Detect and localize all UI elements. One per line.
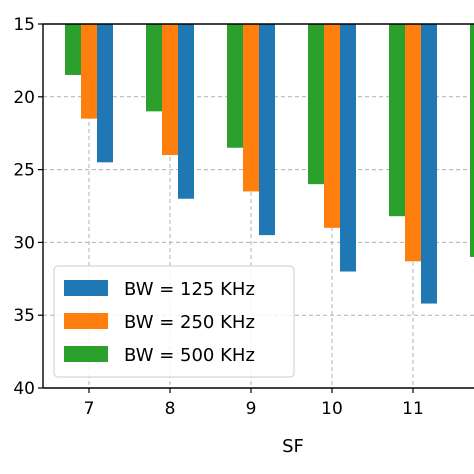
- y-tick-label: 40: [13, 379, 35, 399]
- bar: [227, 24, 243, 148]
- y-tick-label: 30: [13, 233, 35, 253]
- bar: [470, 24, 474, 257]
- bar: [81, 24, 97, 119]
- bar: [243, 24, 259, 192]
- bar: [162, 24, 178, 156]
- bar: [324, 24, 340, 228]
- bar: [259, 24, 275, 236]
- y-tick-label: 25: [13, 161, 35, 181]
- bar: [389, 24, 405, 217]
- bar: [340, 24, 356, 272]
- legend-swatch: [64, 313, 108, 329]
- legend-label: BW = 125 KHz: [124, 279, 255, 300]
- y-tick-label: 20: [13, 88, 35, 108]
- x-tick-label: 11: [402, 399, 424, 419]
- legend-swatch: [64, 280, 108, 296]
- axes: 152025303540789101112: [13, 15, 474, 419]
- bar: [405, 24, 421, 262]
- x-tick-label: 9: [246, 399, 257, 419]
- bar: [178, 24, 194, 199]
- y-tick-label: 15: [13, 15, 35, 35]
- bars: [65, 24, 474, 304]
- legend: BW = 125 KHz BW = 250 KHz BW = 500 KHz: [53, 265, 295, 378]
- legend-label: BW = 500 KHz: [124, 345, 255, 366]
- bar: [146, 24, 162, 112]
- bar: [65, 24, 81, 75]
- bar: [308, 24, 324, 185]
- legend-label: BW = 250 KHz: [124, 312, 255, 333]
- x-axis-label: SF: [282, 436, 304, 457]
- legend-box: [53, 265, 295, 378]
- legend-swatch: [64, 346, 108, 362]
- x-tick-label: 10: [321, 399, 343, 419]
- x-tick-label: 7: [84, 399, 95, 419]
- y-tick-label: 35: [13, 306, 35, 326]
- bar: [97, 24, 113, 163]
- bar: [421, 24, 437, 304]
- x-tick-label: 8: [165, 399, 176, 419]
